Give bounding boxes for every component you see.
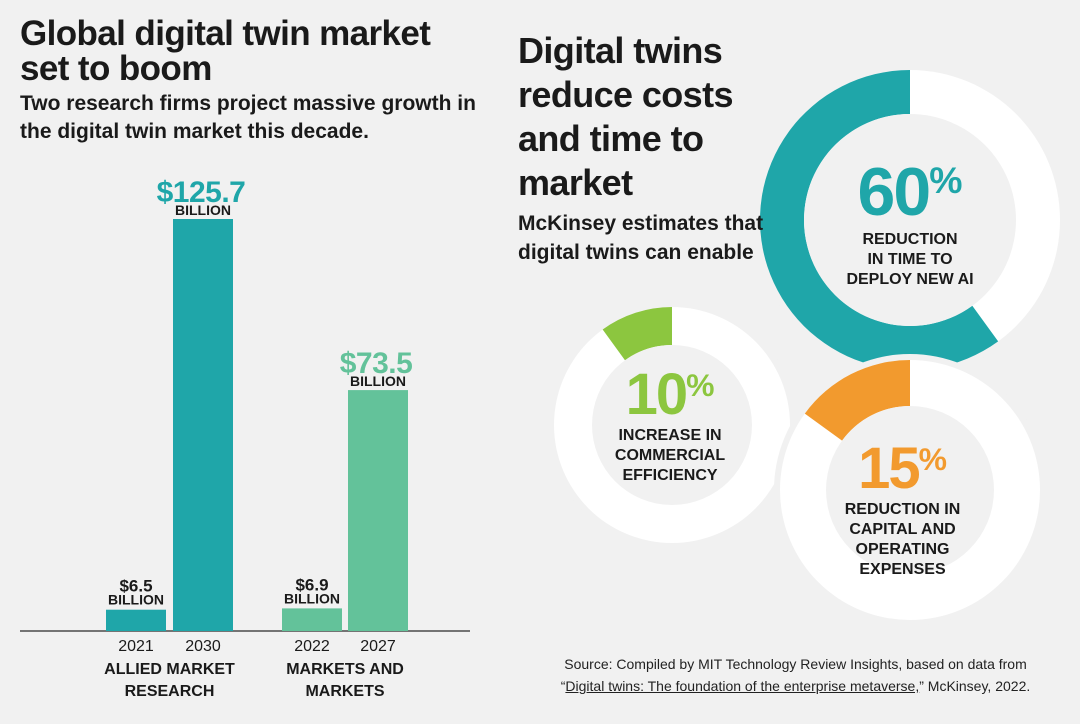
donut-60-label-line: IN TIME TO [867, 251, 953, 268]
donut-hole [804, 114, 1016, 326]
right-section-subtitle: McKinsey estimates that digital twins ca… [518, 212, 764, 264]
donut-10-percent: 10% [625, 362, 715, 427]
donut-slice-15 [804, 360, 910, 441]
bar-unit-label: BILLION [108, 592, 164, 608]
donut-10-text: 10% INCREASE IN COMMERCIAL EFFICIENCY [570, 366, 770, 486]
source-suffix: ” McKinsey, 2022. [919, 678, 1031, 694]
source-prefix: Source: Compiled by MIT Technology Revie… [564, 656, 1027, 672]
bar-2021 [106, 609, 166, 631]
bar-value-label: $6.9 [295, 575, 328, 594]
bar-2022 [282, 608, 342, 631]
bar-value-label: $73.5 [340, 347, 413, 380]
bar-group-label: RESEARCH [125, 683, 215, 700]
donut-15-label-line: EXPENSES [859, 561, 946, 578]
bar-value-label: $125.7 [157, 176, 246, 209]
donut-15-percent: 15% [858, 436, 947, 501]
bar-group-label: MARKETS [305, 683, 384, 700]
source-note: Source: Compiled by MIT Technology Revie… [518, 653, 1073, 697]
right-section-title: Digital twins reduce costs and time to m… [518, 30, 734, 203]
bar-2027 [348, 390, 408, 631]
donut-60-label-line: REDUCTION [862, 231, 958, 248]
donut-hole [592, 345, 752, 505]
bar-group-label: MARKETS AND [286, 661, 404, 678]
bar-value-label: $6.5 [119, 577, 152, 596]
donut-slice-60 [759, 70, 999, 370]
donut-15-label-line: OPERATING [855, 541, 950, 558]
source-link[interactable]: Digital twins: The foundation of the ent… [565, 678, 920, 694]
bar-unit-label: BILLION [284, 590, 340, 606]
donut-60-text: 60% REDUCTION IN TIME TO DEPLOY NEW AI [780, 158, 1040, 290]
bar-group-label: ALLIED MARKET [104, 661, 235, 678]
donut-hole [826, 406, 994, 574]
bar-unit-label: BILLION [350, 373, 406, 389]
source-citation: “Digital twins: The foundation of the en… [518, 675, 1073, 697]
left-chart-subtitle: Two research firms project massive growt… [20, 92, 476, 143]
bar-year-tick: 2027 [360, 638, 396, 655]
donut-60-percent: 60% [857, 154, 963, 230]
bar-year-tick: 2022 [294, 638, 330, 655]
bar-unit-label: BILLION [175, 202, 231, 218]
bar-year-tick: 2030 [185, 638, 221, 655]
donut-10-label-line: INCREASE IN [618, 427, 722, 444]
source-open-quote: “ [560, 678, 566, 694]
bar-year-tick: 2021 [118, 638, 154, 655]
donut-60-label-line: DEPLOY NEW AI [846, 271, 974, 288]
donut-10-label-line: COMMERCIAL [614, 447, 726, 464]
donut-15-label-line: REDUCTION IN [844, 501, 961, 518]
donut-10-label-line: EFFICIENCY [622, 467, 718, 484]
donut-15-label-line: CAPITAL AND [849, 521, 956, 538]
donut-15-text: 15% REDUCTION IN CAPITAL AND OPERATING E… [800, 440, 1005, 580]
donut-slice-10 [602, 307, 672, 361]
left-chart-title: Global digital twin market set to boom [20, 14, 431, 88]
bar-2030 [173, 219, 233, 631]
